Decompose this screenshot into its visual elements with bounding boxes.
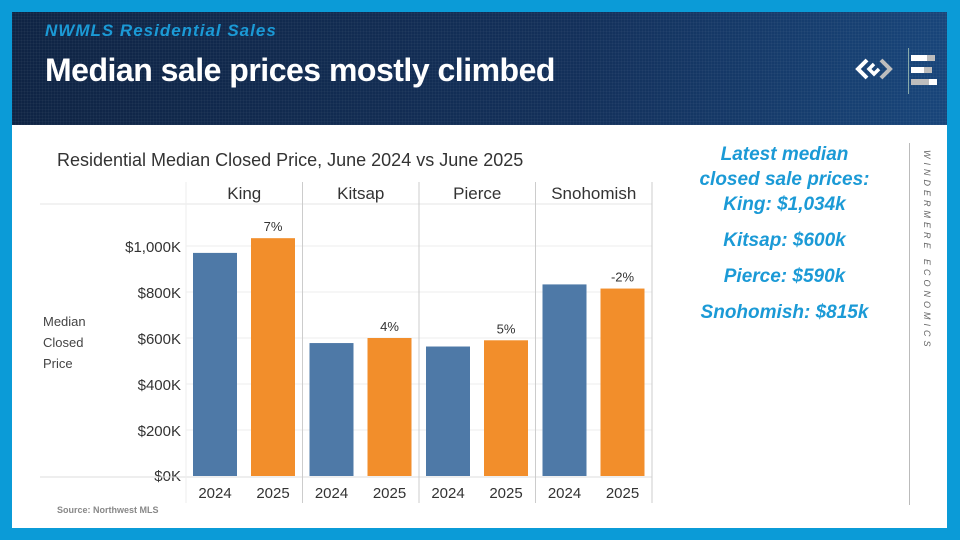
panel-heading-line2: closed sale prices: <box>699 169 870 190</box>
economics-bars-icon <box>908 48 937 94</box>
latest-prices-panel: Latest median closed sale prices: King: … <box>672 142 897 325</box>
category-header: Kitsap <box>337 184 384 203</box>
bar-2025-pierce <box>484 340 528 476</box>
brand-vertical-text: WINDERMERE ECONOMICS <box>922 150 932 351</box>
panel-heading-line1: Latest median <box>720 144 849 165</box>
price-pierce: Pierce: $590k <box>723 266 846 287</box>
price-snohomish: Snohomish: $815k <box>700 302 869 323</box>
y-axis-label-line: Closed <box>43 335 84 350</box>
y-axis-label: Median Closed Price <box>43 311 86 374</box>
bar-2024-snohomish <box>542 284 587 476</box>
price-kitsap: Kitsap: $600k <box>723 230 846 251</box>
price-king: King: $1,034k <box>723 194 846 215</box>
category-header: Snohomish <box>551 184 636 203</box>
windermere-logo-icon <box>855 58 893 80</box>
data-label-pct-change: 4% <box>380 319 399 334</box>
chart-title: Residential Median Closed Price, June 20… <box>57 150 524 170</box>
bar-2025-kitsap <box>367 338 412 476</box>
x-tick-label: 2025 <box>256 485 289 502</box>
y-tick-label: $400K <box>138 377 181 394</box>
header-banner <box>12 12 947 125</box>
bar-2024-kitsap <box>309 343 354 476</box>
data-label-pct-change: 7% <box>264 219 283 234</box>
bar-2025-king <box>251 238 295 476</box>
x-tick-label: 2024 <box>548 485 581 502</box>
slide-title: Median sale prices mostly climbed <box>45 52 555 88</box>
y-tick-label: $800K <box>138 285 181 302</box>
y-axis-label-line: Median <box>43 314 86 329</box>
x-tick-label: 2024 <box>431 485 464 502</box>
data-label-pct-change: -2% <box>611 270 635 285</box>
x-tick-label: 2024 <box>198 485 231 502</box>
x-tick-label: 2024 <box>315 485 348 502</box>
y-axis-label-line: Price <box>43 356 73 371</box>
bar-2024-king <box>193 252 237 476</box>
divider-line <box>909 143 910 505</box>
x-tick-label: 2025 <box>373 485 406 502</box>
data-label-pct-change: 5% <box>497 321 516 336</box>
x-tick-label: 2025 <box>489 485 522 502</box>
bar-2025-snohomish <box>600 288 645 476</box>
y-tick-label: $1,000K <box>125 239 181 256</box>
x-tick-label: 2025 <box>606 485 639 502</box>
category-header: Pierce <box>453 184 501 203</box>
bar-2024-pierce <box>426 346 470 476</box>
category-header: King <box>227 184 261 203</box>
y-tick-label: $600K <box>138 331 181 348</box>
source-note: Source: Northwest MLS <box>57 505 159 515</box>
y-tick-label: $200K <box>138 423 181 440</box>
slide-subtitle: NWMLS Residential Sales <box>45 21 277 40</box>
